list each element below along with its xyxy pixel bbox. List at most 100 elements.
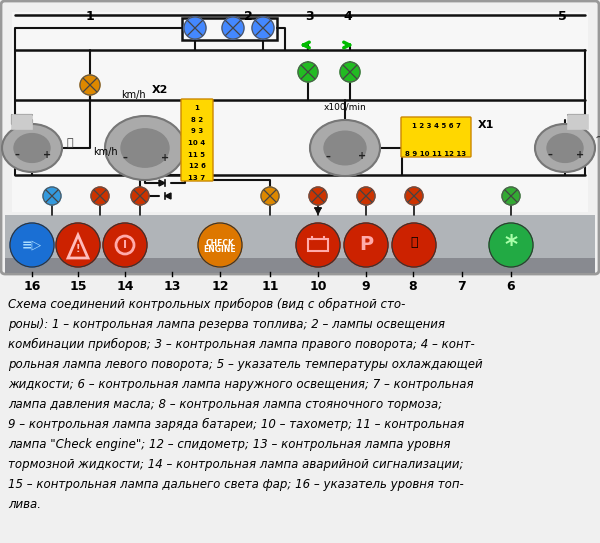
Text: Схема соединений контрольных приборов (вид с обратной сто-: Схема соединений контрольных приборов (в…	[8, 298, 406, 311]
Text: 8 2: 8 2	[191, 117, 203, 123]
Text: !: !	[76, 244, 80, 254]
Circle shape	[80, 75, 100, 95]
Circle shape	[198, 223, 242, 267]
Ellipse shape	[535, 124, 595, 172]
Text: лампа давления масла; 8 – контрольная лампа стояночного тормоза;: лампа давления масла; 8 – контрольная ла…	[8, 398, 442, 411]
Text: 9: 9	[362, 280, 370, 293]
Ellipse shape	[105, 116, 185, 180]
Text: X2: X2	[152, 85, 168, 95]
FancyBboxPatch shape	[401, 117, 471, 157]
Polygon shape	[315, 208, 321, 214]
Text: CHECK: CHECK	[206, 238, 235, 248]
Bar	[308, 239, 328, 251]
Text: лива.: лива.	[8, 498, 41, 511]
Text: 3: 3	[305, 10, 314, 23]
Polygon shape	[165, 193, 171, 199]
Text: x100/min: x100/min	[323, 103, 367, 112]
Text: X1: X1	[478, 120, 494, 130]
Text: 7: 7	[458, 280, 466, 293]
Text: 8 9 10 11 12 13: 8 9 10 11 12 13	[406, 151, 467, 157]
Text: 15 – контрольная лампа дальнего света фар; 16 – указатель уровня топ-: 15 – контрольная лампа дальнего света фа…	[8, 478, 464, 491]
Text: 16: 16	[23, 280, 41, 293]
Text: 1 2 3 4 5 6 7: 1 2 3 4 5 6 7	[412, 123, 460, 129]
Text: ≡▷: ≡▷	[22, 238, 42, 251]
Text: *: *	[505, 233, 518, 257]
Bar	[12, 115, 32, 129]
Text: 🛢: 🛢	[410, 237, 418, 249]
Circle shape	[502, 187, 520, 205]
Text: km/h: km/h	[92, 147, 118, 157]
FancyBboxPatch shape	[1, 1, 599, 274]
Circle shape	[56, 223, 100, 267]
Bar	[12, 12, 588, 212]
Ellipse shape	[547, 134, 583, 162]
Circle shape	[252, 17, 274, 39]
Text: 14: 14	[116, 280, 134, 293]
Text: –: –	[14, 150, 19, 160]
Circle shape	[184, 17, 206, 39]
Text: 8: 8	[409, 280, 418, 293]
Text: ~: ~	[594, 131, 600, 145]
FancyBboxPatch shape	[181, 99, 213, 181]
Polygon shape	[159, 180, 165, 186]
Circle shape	[392, 223, 436, 267]
Circle shape	[489, 223, 533, 267]
Text: –: –	[325, 151, 330, 161]
Ellipse shape	[324, 131, 366, 165]
Circle shape	[357, 187, 375, 205]
Text: роны): 1 – контрольная лампа резерва топлива; 2 – лампы освещения: роны): 1 – контрольная лампа резерва топ…	[8, 318, 445, 331]
Circle shape	[340, 62, 360, 82]
Text: 1: 1	[86, 10, 94, 23]
Text: 4: 4	[344, 10, 352, 23]
Text: –: –	[122, 153, 127, 162]
Circle shape	[344, 223, 388, 267]
Text: 9 – контрольная лампа заряда батареи; 10 – тахометр; 11 – контрольная: 9 – контрольная лампа заряда батареи; 10…	[8, 418, 464, 431]
Text: +: +	[358, 151, 367, 161]
Text: +: +	[576, 150, 584, 160]
Circle shape	[103, 223, 147, 267]
Text: 13: 13	[163, 280, 181, 293]
Circle shape	[298, 62, 318, 82]
Text: 10: 10	[309, 280, 327, 293]
Circle shape	[405, 187, 423, 205]
Text: +: +	[43, 150, 51, 160]
Text: 9 3: 9 3	[191, 128, 203, 134]
Text: 5: 5	[557, 10, 566, 23]
Text: 1: 1	[194, 105, 199, 111]
Text: 12 6: 12 6	[188, 163, 205, 169]
Text: I: I	[123, 240, 127, 250]
Text: 11: 11	[261, 280, 279, 293]
Text: 13 7: 13 7	[188, 175, 206, 181]
Text: 11 5: 11 5	[188, 151, 205, 157]
Text: комбинации приборов; 3 – контрольная лампа правого поворота; 4 – конт-: комбинации приборов; 3 – контрольная лам…	[8, 338, 475, 351]
Text: 12: 12	[211, 280, 229, 293]
Text: рольная лампа левого поворота; 5 – указатель температуры охлаждающей: рольная лампа левого поворота; 5 – указа…	[8, 358, 482, 371]
Text: ⛽: ⛽	[67, 138, 73, 148]
Text: ENGINE: ENGINE	[203, 245, 236, 255]
Circle shape	[261, 187, 279, 205]
Bar	[568, 115, 588, 129]
Ellipse shape	[121, 129, 169, 167]
Text: +: +	[161, 153, 169, 162]
Ellipse shape	[14, 134, 50, 162]
Text: P: P	[359, 236, 373, 255]
Circle shape	[222, 17, 244, 39]
Text: 2: 2	[244, 10, 253, 23]
Circle shape	[91, 187, 109, 205]
Text: km/h: km/h	[121, 90, 145, 100]
Bar	[5, 258, 595, 273]
Ellipse shape	[2, 124, 62, 172]
Bar	[182, 18, 277, 40]
Text: тормозной жидкости; 14 – контрольная лампа аварийной сигнализации;: тормозной жидкости; 14 – контрольная лам…	[8, 458, 464, 471]
Bar	[5, 215, 595, 273]
Text: 10 4: 10 4	[188, 140, 206, 146]
Text: 15: 15	[69, 280, 87, 293]
Text: жидкости; 6 – контрольная лампа наружного освещения; 7 – контрольная: жидкости; 6 – контрольная лампа наружног…	[8, 378, 473, 391]
Text: –: –	[548, 150, 553, 160]
Text: лампа "Check engine"; 12 – спидометр; 13 – контрольная лампа уровня: лампа "Check engine"; 12 – спидометр; 13…	[8, 438, 451, 451]
Circle shape	[43, 187, 61, 205]
Ellipse shape	[310, 120, 380, 176]
Circle shape	[309, 187, 327, 205]
Circle shape	[131, 187, 149, 205]
Circle shape	[10, 223, 54, 267]
